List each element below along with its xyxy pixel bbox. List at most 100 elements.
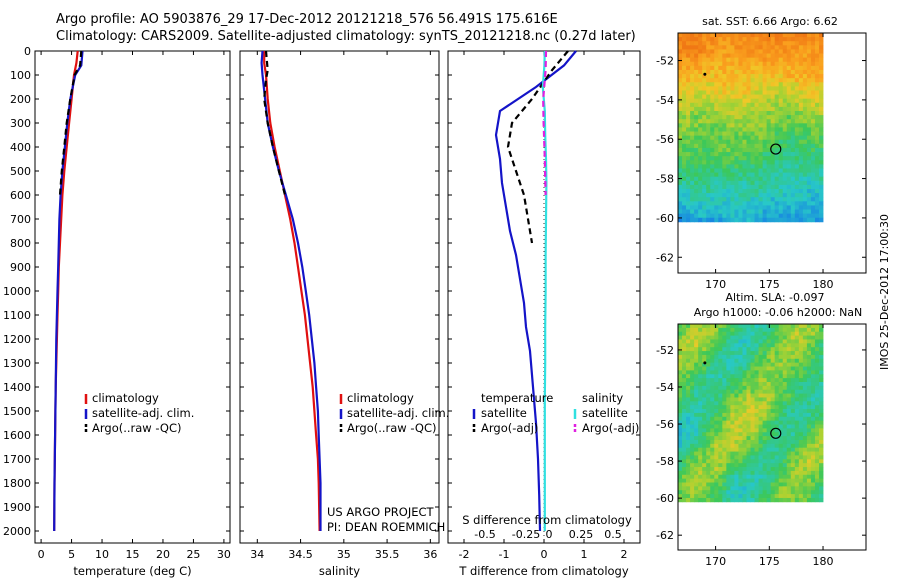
heatmap-cell bbox=[810, 428, 816, 433]
heatmap-cell bbox=[734, 205, 739, 210]
heatmap-cell bbox=[762, 160, 768, 165]
heatmap-cell bbox=[734, 69, 739, 75]
heatmap-cell bbox=[698, 45, 703, 50]
heatmap-cell bbox=[819, 201, 824, 206]
heatmap-cell bbox=[802, 405, 808, 410]
heatmap-cell bbox=[754, 49, 759, 54]
heatmap-cell bbox=[778, 478, 784, 483]
heatmap-cell bbox=[742, 374, 747, 379]
heatmap-cell bbox=[702, 378, 707, 383]
heatmap-cell bbox=[758, 370, 763, 375]
heatmap-cell bbox=[770, 209, 776, 215]
heatmap-cell bbox=[710, 412, 715, 418]
heatmap-cell bbox=[726, 331, 731, 336]
heatmap-cell bbox=[750, 420, 755, 425]
heatmap-cell bbox=[734, 49, 739, 54]
heatmap-cell bbox=[714, 335, 719, 340]
heatmap-cell bbox=[778, 193, 784, 198]
heatmap-cell bbox=[706, 135, 711, 141]
heatmap-cell bbox=[686, 389, 691, 394]
heatmap-cell bbox=[706, 482, 711, 487]
heatmap-cell bbox=[682, 102, 687, 108]
heatmap-cell bbox=[762, 33, 768, 38]
heatmap-cell bbox=[690, 374, 695, 379]
annotation-project: US ARGO PROJECT bbox=[327, 505, 435, 519]
heatmap-cell bbox=[678, 409, 683, 414]
heatmap-cell bbox=[702, 164, 707, 169]
heatmap-cell bbox=[710, 164, 715, 169]
heatmap-cell bbox=[718, 459, 723, 464]
heatmap-cell bbox=[798, 335, 804, 340]
heatmap-cell bbox=[686, 45, 691, 50]
heatmap-cell bbox=[802, 193, 808, 198]
heatmap-cell bbox=[806, 217, 812, 223]
heatmap-cell bbox=[726, 412, 731, 418]
heatmap-cell bbox=[726, 405, 731, 410]
heatmap-cell bbox=[710, 420, 715, 425]
heatmap-cell bbox=[774, 374, 780, 379]
heatmap-cell bbox=[794, 432, 800, 437]
heatmap-cell bbox=[726, 49, 731, 54]
heatmap-cell bbox=[710, 57, 715, 63]
heatmap-cell bbox=[766, 409, 772, 414]
heatmap-cell bbox=[778, 420, 784, 425]
heatmap-cell bbox=[774, 327, 780, 333]
heatmap-cell bbox=[738, 467, 743, 472]
heatmap-cell bbox=[746, 172, 751, 178]
heatmap-cell bbox=[819, 217, 824, 223]
heatmap-cell bbox=[702, 409, 707, 414]
heatmap-cell bbox=[798, 455, 804, 460]
heatmap-cell bbox=[714, 209, 719, 215]
heatmap-cell bbox=[762, 184, 768, 190]
heatmap-cell bbox=[782, 131, 788, 137]
heatmap-cell bbox=[774, 482, 780, 487]
heatmap-cell bbox=[726, 354, 731, 360]
heatmap-cell bbox=[786, 176, 792, 182]
heatmap-cell bbox=[682, 180, 687, 186]
heatmap-cell bbox=[738, 209, 743, 215]
heatmap-cell bbox=[750, 152, 755, 157]
heatmap-cell bbox=[770, 470, 776, 476]
heatmap-cell bbox=[746, 447, 751, 452]
heatmap-cell bbox=[782, 189, 788, 194]
heatmap-cell bbox=[726, 176, 731, 182]
heatmap-cell bbox=[774, 324, 780, 329]
heatmap-cell bbox=[678, 339, 683, 344]
heatmap-cell bbox=[794, 147, 800, 153]
heatmap-cell bbox=[746, 45, 751, 50]
heatmap-cell bbox=[738, 424, 743, 429]
heatmap-cell bbox=[806, 401, 812, 406]
heatmap-cell bbox=[758, 443, 763, 449]
heatmap-cell bbox=[694, 184, 699, 190]
y-tick-label: 1500 bbox=[3, 405, 31, 418]
heatmap-cell bbox=[710, 45, 715, 50]
heatmap-cell bbox=[734, 393, 739, 398]
heatmap-cell bbox=[678, 362, 683, 367]
heatmap-cell bbox=[778, 180, 784, 186]
heatmap-cell bbox=[770, 143, 776, 149]
heatmap-cell bbox=[686, 213, 691, 219]
heatmap-cell bbox=[814, 424, 820, 429]
heatmap-cell bbox=[770, 366, 776, 371]
heatmap-cell bbox=[746, 401, 751, 406]
heatmap-cell bbox=[802, 347, 808, 352]
heatmap-cell bbox=[754, 343, 759, 348]
heatmap-cell bbox=[754, 335, 759, 340]
heatmap-cell bbox=[726, 385, 731, 391]
heatmap-cell bbox=[766, 455, 772, 460]
heatmap-cell bbox=[782, 90, 788, 95]
heatmap-cell bbox=[698, 494, 703, 499]
heatmap-cell bbox=[790, 135, 796, 141]
heatmap-cell bbox=[802, 486, 808, 491]
heatmap-cell bbox=[786, 339, 792, 344]
heatmap-cell bbox=[746, 374, 751, 379]
heatmap-cell bbox=[678, 45, 683, 50]
heatmap-cell bbox=[698, 49, 703, 54]
heatmap-cell bbox=[770, 168, 776, 173]
heatmap-cell bbox=[710, 53, 715, 59]
heatmap-cell bbox=[766, 102, 772, 108]
heatmap-cell bbox=[782, 420, 788, 425]
heatmap-cell bbox=[754, 439, 759, 445]
heatmap-cell bbox=[802, 327, 808, 333]
heatmap-cell bbox=[718, 374, 723, 379]
